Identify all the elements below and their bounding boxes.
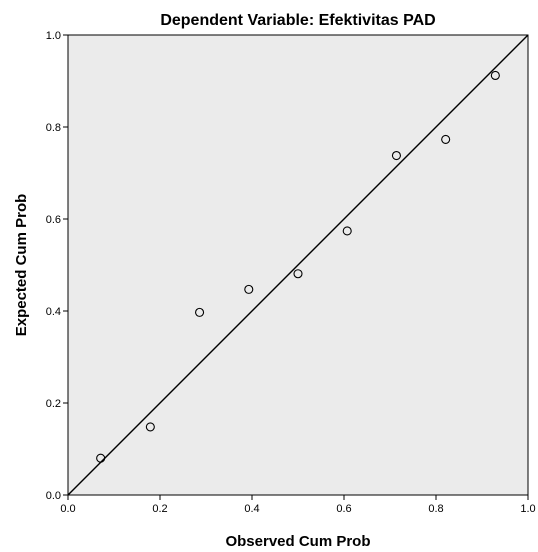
y-tick-label: 0.6	[46, 214, 61, 226]
data-points	[96, 70, 500, 463]
axis-ticks: 0.0 0.2 0.4 0.6 0.8 1.0 0.0 0.2 0.4 0.6 0.8 1.0	[46, 30, 536, 515]
data-point	[293, 269, 303, 279]
x-tick-label: 0.4	[244, 503, 259, 515]
x-axis-label: Observed Cum Prob	[225, 533, 370, 550]
data-point	[391, 150, 401, 161]
data-point	[145, 422, 155, 432]
reference-line-group	[67, 34, 529, 496]
data-point	[244, 284, 254, 294]
data-point	[441, 134, 451, 144]
y-axis-label: Expected Cum Prob	[13, 194, 30, 337]
reference-line	[67, 34, 529, 496]
y-tick-label: 0.0	[46, 490, 61, 502]
data-point	[490, 70, 500, 81]
x-tick-label: 1.0	[520, 503, 535, 515]
data-point	[195, 307, 205, 317]
data-point	[96, 453, 106, 463]
y-tick-label: 1.0	[46, 30, 61, 42]
x-tick-label: 0.0	[60, 503, 75, 515]
y-tick-label: 0.4	[46, 306, 61, 318]
chart-title: Dependent Variable: Efektivitas PAD	[160, 12, 435, 29]
y-tick-label: 0.2	[46, 398, 61, 410]
data-point	[342, 226, 352, 236]
y-tick-label: 0.8	[46, 122, 61, 134]
x-tick-label: 0.2	[152, 503, 167, 515]
x-tick-label: 0.8	[428, 503, 443, 515]
x-tick-label: 0.6	[336, 503, 351, 515]
